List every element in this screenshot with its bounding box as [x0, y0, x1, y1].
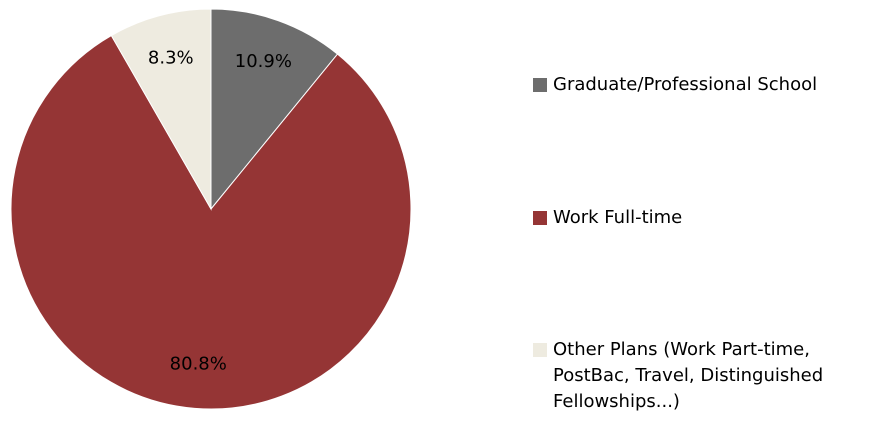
legend-item: Other Plans (Work Part-time, PostBac, Tr…: [533, 337, 873, 415]
data-label: 80.8%: [170, 353, 227, 374]
pie-slice: [10, 34, 412, 410]
data-label: 8.3%: [148, 47, 194, 68]
legend-label: Other Plans (Work Part-time, PostBac, Tr…: [553, 339, 824, 412]
legend-swatch: [533, 78, 547, 92]
legend-label: Work Full-time: [553, 207, 683, 228]
legend-label: Graduate/Professional School: [553, 74, 818, 95]
legend-swatch: [533, 343, 547, 357]
data-label: 10.9%: [235, 51, 292, 72]
pie-slice: [110, 8, 212, 211]
legend-item: Graduate/Professional School: [533, 72, 873, 98]
legend-item: Work Full-time: [533, 205, 873, 231]
pie-slice: [210, 8, 339, 211]
legend-swatch: [533, 211, 547, 225]
